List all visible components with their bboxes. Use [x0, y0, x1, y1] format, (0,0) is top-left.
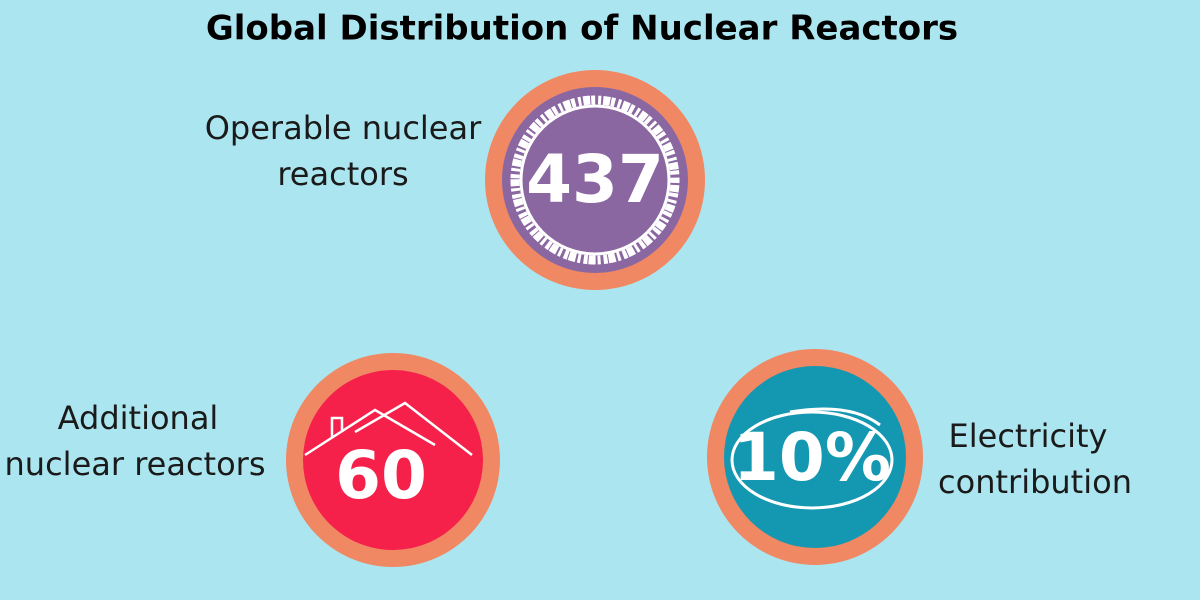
- label: reactors: [277, 155, 408, 193]
- label: Operable nuclear: [205, 109, 482, 147]
- scribble: [730, 410, 894, 510]
- rough-ring: [510, 95, 680, 265]
- rough-ring-inner: [519, 104, 671, 256]
- roof: [304, 408, 436, 457]
- label: Electricity: [949, 417, 1108, 455]
- label: contribution: [938, 463, 1132, 501]
- disc: [303, 370, 483, 550]
- scribble: [789, 407, 881, 427]
- disc: [502, 87, 688, 273]
- chimney: [330, 416, 344, 438]
- value: 10%: [733, 419, 891, 496]
- roof: [354, 401, 473, 456]
- value: 60: [335, 437, 427, 514]
- disc: [724, 366, 906, 548]
- label: Additional: [58, 399, 219, 437]
- label: nuclear reactors: [5, 445, 266, 483]
- value: 437: [526, 141, 664, 218]
- title: Global Distribution of Nuclear Reactors: [206, 9, 958, 49]
- house-icon: [304, 401, 473, 457]
